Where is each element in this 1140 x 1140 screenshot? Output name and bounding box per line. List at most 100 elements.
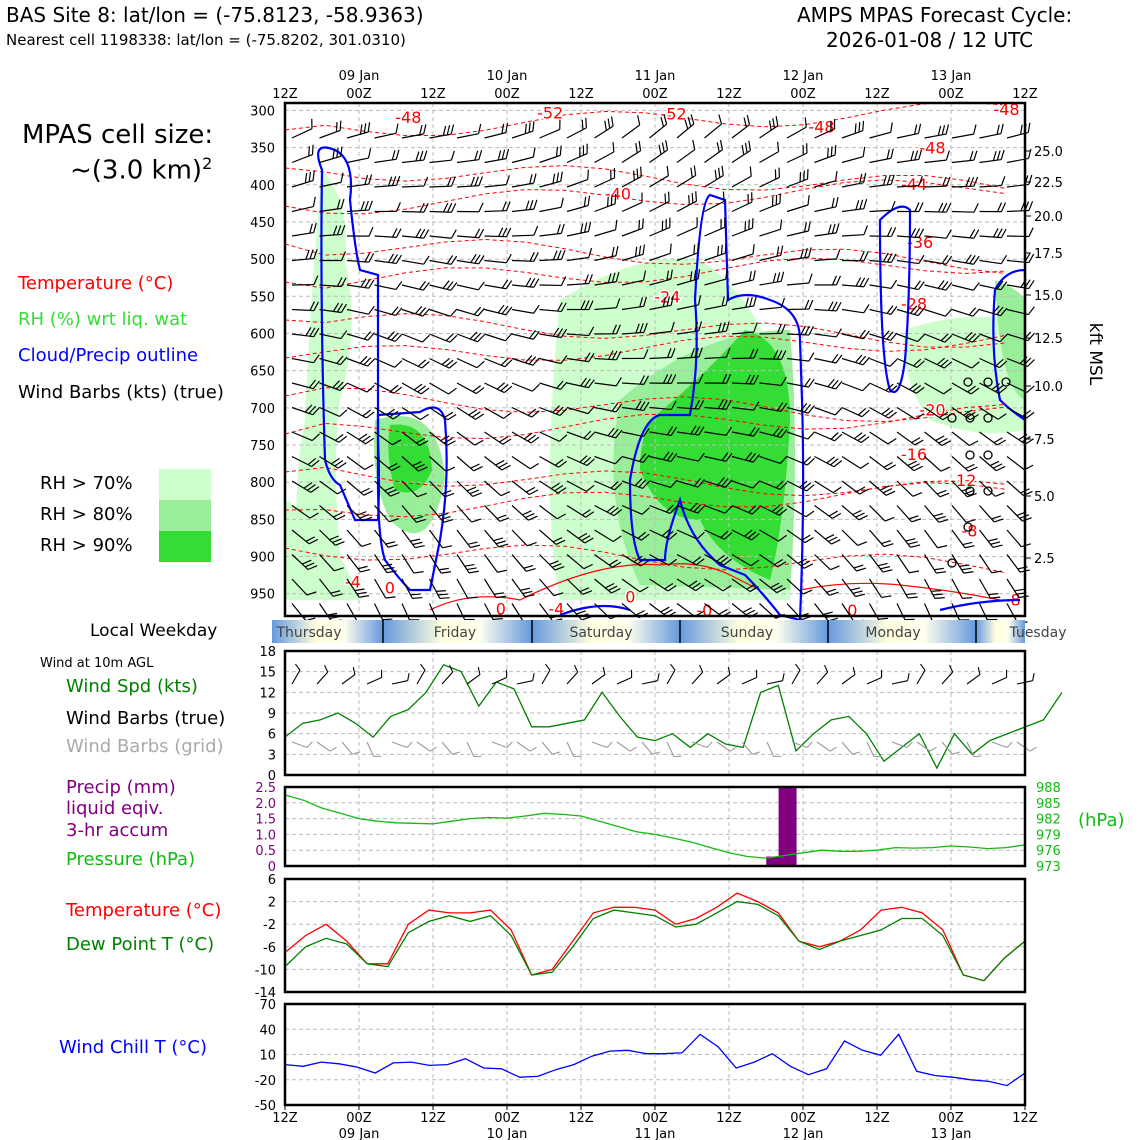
wind-barb-staff	[416, 741, 431, 752]
wind-barb-feather	[607, 118, 611, 129]
wind-barb-feather	[666, 452, 674, 461]
wind-barb-feather	[917, 334, 925, 342]
wind-barb	[621, 166, 642, 188]
wind-barb-staff	[759, 455, 781, 464]
wind-barb-feather	[450, 282, 458, 291]
wind-barb-feather	[965, 177, 971, 187]
wind-barb-feather	[862, 383, 870, 392]
wind-barb-feather	[559, 408, 568, 416]
wind-barb-feather	[660, 606, 670, 613]
wind-barb-feather	[666, 270, 670, 281]
wind-barb	[566, 221, 592, 237]
wind-barb-feather	[830, 146, 833, 157]
wind-barb-feather	[856, 486, 866, 493]
wind-barb-feather	[422, 281, 430, 291]
wind-barb-feather	[936, 489, 947, 495]
wind-barb-feather	[579, 146, 581, 157]
wind-barb-staff	[896, 554, 910, 574]
wind-barb-staff	[891, 680, 908, 685]
wind-barb-feather	[306, 591, 317, 596]
wind-barb-staff	[786, 504, 807, 518]
wind-barb-feather	[999, 334, 1008, 343]
wind-barb-feather	[888, 411, 897, 419]
wind-barb-feather	[527, 434, 536, 442]
wind-barb-feather	[533, 252, 539, 262]
wind-barb-staff	[841, 130, 863, 139]
pressure-tick-label: 550	[250, 290, 275, 305]
wind-barb-feather	[586, 143, 588, 154]
wind-barb-feather	[638, 245, 642, 256]
wind-barb-feather	[917, 123, 922, 134]
wind-barb	[539, 197, 564, 213]
wind-barb-feather	[533, 199, 538, 210]
wind-barb-feather	[331, 457, 340, 465]
wind-barb-staff	[374, 357, 395, 368]
wind-barb	[511, 456, 539, 470]
wind-barb-feather	[772, 118, 776, 129]
wind-barb-feather	[859, 251, 865, 261]
wind-barb-feather	[611, 350, 618, 360]
wind-barb-feather	[661, 529, 671, 537]
wind-barb	[759, 219, 783, 237]
wind-barb-staff	[731, 201, 753, 213]
wind-barb-staff	[429, 235, 452, 239]
wind-barb-feather	[668, 191, 670, 202]
wind-barb	[731, 348, 759, 360]
wind-barb-feather	[996, 280, 1004, 290]
wind-barb-feather	[776, 587, 786, 594]
wind-barb-feather	[719, 556, 729, 564]
wind-barb-feather	[304, 562, 315, 568]
wind-barb-feather	[748, 505, 757, 513]
wind-barb-feather	[468, 409, 478, 416]
wind-barb-feather	[472, 492, 483, 498]
wind-barb-feather	[1000, 281, 1008, 291]
wind-barb-staff	[814, 554, 831, 571]
wind-barb-feather	[780, 350, 787, 360]
wind-barb-feather	[907, 541, 918, 545]
wind-barb-staff	[621, 124, 641, 139]
wind-barb	[374, 331, 403, 342]
wind-barb-staff	[741, 676, 757, 685]
wind-barb-staff	[456, 554, 470, 574]
wind-barb	[401, 333, 430, 343]
temperature-contour-label: -24	[654, 287, 680, 306]
wind-barb-feather	[387, 253, 395, 263]
wind-barb-feather	[935, 515, 946, 520]
wind-barb	[291, 222, 317, 237]
wind-barb-staff	[566, 671, 579, 685]
wind-barb-feather	[966, 411, 976, 419]
wind-barb	[539, 554, 565, 571]
wind-barb-feather	[860, 436, 870, 444]
wind-barb-staff	[786, 126, 807, 139]
wind-barb-feather	[312, 170, 315, 181]
wind-barb-feather	[449, 308, 458, 317]
xs-frame	[283, 101, 1027, 618]
wind-barb-feather	[945, 282, 953, 291]
wind-barb-feather	[529, 463, 539, 470]
wind-barb-staff	[401, 357, 423, 369]
wind-barb-feather	[582, 145, 585, 156]
wind-frame	[283, 649, 1027, 777]
weekday-segment	[828, 620, 976, 643]
wind-barb-feather	[808, 273, 813, 284]
wind-barb	[346, 456, 374, 471]
wind-barb-staff	[991, 676, 1007, 685]
wind-barb	[896, 123, 922, 139]
wind-barb-staff	[924, 308, 946, 317]
wind-barb-feather	[474, 150, 479, 161]
wind-barb	[374, 505, 399, 523]
wind-barb	[731, 553, 760, 567]
wind-barb-feather	[642, 454, 650, 463]
wind-barb	[759, 603, 786, 619]
wind-barb-feather	[858, 355, 867, 365]
wind-barb-feather	[913, 358, 922, 367]
wind-barb-feather	[643, 349, 649, 359]
wind-barb	[704, 426, 733, 436]
wind-barb	[841, 199, 868, 213]
panel-tick-label: 2	[268, 896, 276, 911]
wind-barb-feather	[473, 466, 483, 472]
wind-barb-feather	[387, 331, 395, 340]
wind-barb-feather	[753, 296, 757, 307]
wind-barb	[374, 253, 402, 265]
wind-barb-feather	[356, 591, 367, 595]
